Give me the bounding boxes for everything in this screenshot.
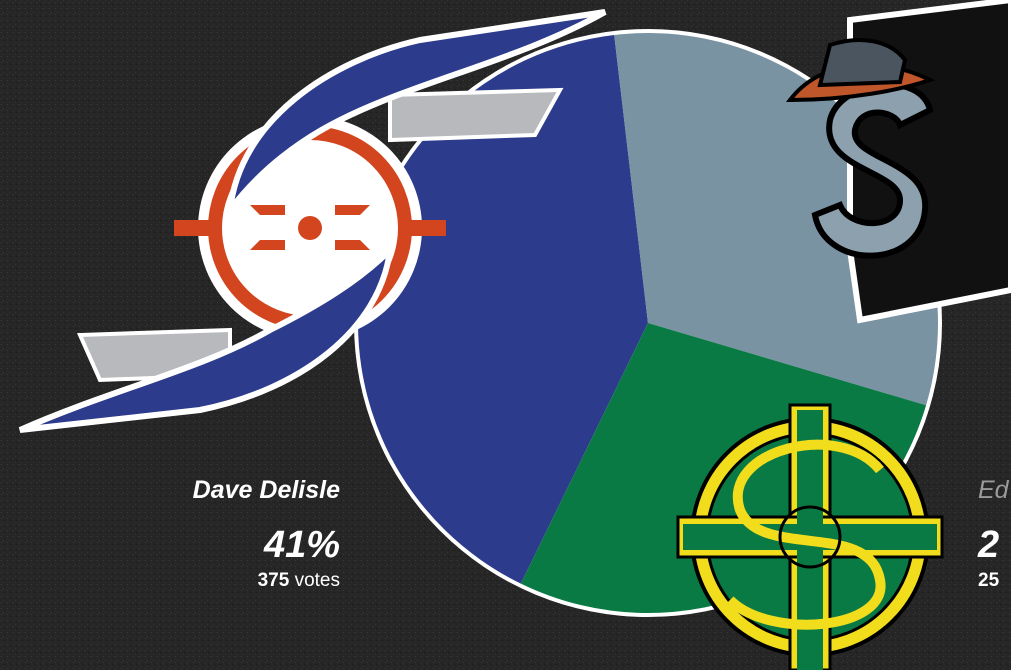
slice-name: Dave Delisle <box>193 476 340 504</box>
logo-s <box>785 0 1011 324</box>
slice-votes: 25 <box>978 570 1000 591</box>
votes-count: 25 <box>978 570 1000 591</box>
labels: Dave Delisle 41% 375 votes Ed 2 25 <box>193 476 1010 591</box>
logo-swoosh <box>18 9 607 433</box>
votes-unit: votes <box>295 570 340 591</box>
logo-crosshair <box>676 403 944 670</box>
slice-votes: 375 votes <box>258 570 340 591</box>
slice-percent: 2 <box>977 524 999 566</box>
pie-slice <box>357 34 648 584</box>
slice-percent: 41% <box>263 524 340 566</box>
slice-name: Ed <box>978 476 1010 504</box>
votes-count: 375 <box>258 570 290 591</box>
